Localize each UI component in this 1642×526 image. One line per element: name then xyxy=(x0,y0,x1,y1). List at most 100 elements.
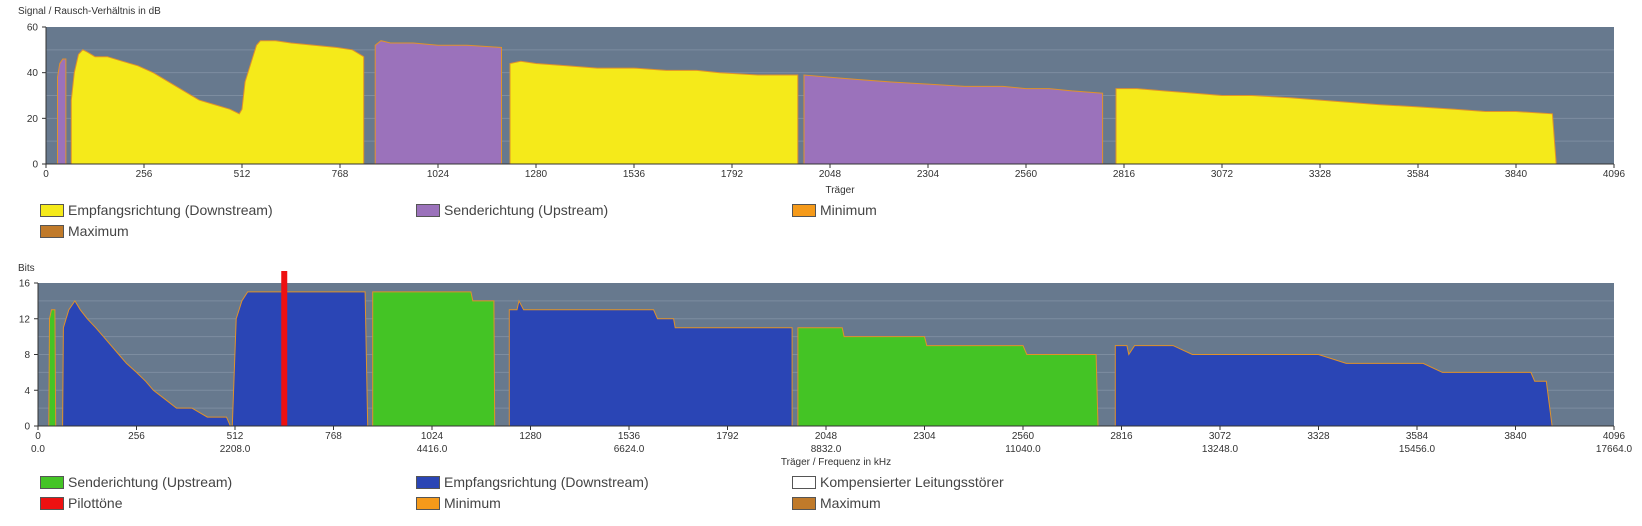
x-freq-label: 13248.0 xyxy=(1202,444,1239,455)
legend-label: Senderichtung (Upstream) xyxy=(444,202,609,218)
x-tick-label: 3584 xyxy=(1407,169,1430,180)
area-2-segment-2 xyxy=(374,40,502,165)
y-tick-label: 4 xyxy=(24,386,30,397)
legend-label: Pilottöne xyxy=(68,495,123,511)
x-tick-label: 1024 xyxy=(427,169,450,180)
legend-swatch xyxy=(40,496,64,510)
y-tick-label: 20 xyxy=(27,114,39,125)
x-freq-label: 11040.0 xyxy=(1005,444,1041,455)
legend-item[interactable]: Empfangsrichtung (Downstream) xyxy=(416,473,649,491)
x-tick-label: 0 xyxy=(43,169,49,180)
x-tick-label: 3840 xyxy=(1505,169,1528,180)
legend-swatch xyxy=(792,203,816,217)
x-freq-label: 6624.0 xyxy=(614,444,645,455)
x-tick-label: 1792 xyxy=(716,431,739,442)
legend-label: Kompensierter Leitungsstörer xyxy=(820,474,1004,490)
legend-item[interactable]: Maximum xyxy=(792,494,881,512)
x-tick-label: 2816 xyxy=(1113,169,1136,180)
legend-swatch xyxy=(416,203,440,217)
area-1-segment-3 xyxy=(1115,88,1557,165)
x-tick-label: 3328 xyxy=(1307,431,1330,442)
y-tick-label: 60 xyxy=(27,23,39,34)
y-tick-label: 0 xyxy=(32,160,38,171)
x-tick-label: 1280 xyxy=(519,431,542,442)
area-2-segment-4 xyxy=(1114,345,1553,427)
x-tick-label: 768 xyxy=(325,431,342,442)
pilot-tone-marker xyxy=(281,271,288,426)
x-freq-label: 4416.0 xyxy=(417,444,448,455)
x-tick-label: 0 xyxy=(35,431,41,442)
legend-item[interactable]: Pilottöne xyxy=(40,494,122,512)
legend-label: Senderichtung (Upstream) xyxy=(68,474,233,490)
y-axis-label: Signal / Rausch-Verhältnis in dB xyxy=(18,6,161,17)
x-tick-label: 3072 xyxy=(1209,431,1232,442)
area-1-segment-2 xyxy=(372,291,496,427)
y-axis-label: Bits xyxy=(18,263,35,274)
x-tick-label: 1792 xyxy=(721,169,744,180)
x-tick-label: 3072 xyxy=(1211,169,1234,180)
x-tick-label: 2560 xyxy=(1012,431,1035,442)
x-freq-label: 15456.0 xyxy=(1399,444,1436,455)
legend-label: Maximum xyxy=(820,495,881,511)
area-2-segment-1 xyxy=(57,58,67,165)
legend-swatch xyxy=(416,475,440,489)
x-tick-label: 3840 xyxy=(1504,431,1527,442)
y-tick-label: 0 xyxy=(24,422,30,433)
x-freq-label: 17664.0 xyxy=(1596,444,1633,455)
x-tick-label: 2304 xyxy=(917,169,940,180)
area-1-segment-1 xyxy=(70,40,365,165)
legend-item[interactable]: Maximum xyxy=(40,222,129,240)
legend-snr: Empfangsrichtung (Downstream) Senderichtu… xyxy=(40,201,1620,241)
x-tick-label: 4096 xyxy=(1603,431,1626,442)
x-tick-label: 768 xyxy=(332,169,349,180)
legend-swatch xyxy=(40,475,64,489)
x-tick-label: 2048 xyxy=(819,169,842,180)
x-tick-label: 2816 xyxy=(1110,431,1133,442)
legend-swatch xyxy=(40,203,64,217)
x-tick-label: 1024 xyxy=(421,431,444,442)
legend-bits: Senderichtung (Upstream) Empfangsrichtung… xyxy=(40,473,1620,513)
x-tick-label: 3328 xyxy=(1309,169,1332,180)
x-tick-label: 1280 xyxy=(525,169,548,180)
legend-item[interactable]: Empfangsrichtung (Downstream) xyxy=(40,201,273,219)
legend-swatch xyxy=(40,224,64,238)
x-tick-label: 2304 xyxy=(913,431,936,442)
legend-item[interactable]: Senderichtung (Upstream) xyxy=(416,201,608,219)
x-tick-label: 4096 xyxy=(1603,169,1626,180)
x-tick-label: 1536 xyxy=(618,431,641,442)
legend-item[interactable]: Kompensierter Leitungsstörer xyxy=(792,473,1004,491)
x-tick-label: 2048 xyxy=(815,431,838,442)
x-tick-label: 512 xyxy=(227,431,244,442)
area-1-segment-2 xyxy=(509,60,799,165)
legend-swatch xyxy=(416,496,440,510)
chart-1: 0 20 40 60 0 256 512 768 1024 1280 1536 1792 2048 230… xyxy=(18,6,1626,196)
legend-label: Minimum xyxy=(820,202,877,218)
y-tick-label: 8 xyxy=(24,350,30,361)
x-freq-label: 2208.0 xyxy=(220,444,251,455)
legend-swatch xyxy=(792,475,816,489)
y-tick-label: 40 xyxy=(27,68,39,79)
x-freq-label: 0.0 xyxy=(31,444,45,455)
x-freq-label: 8832.0 xyxy=(811,444,842,455)
x-axis-label: Träger xyxy=(825,185,855,196)
legend-label: Maximum xyxy=(68,223,129,239)
x-tick-label: 1536 xyxy=(623,169,646,180)
legend-item[interactable]: Senderichtung (Upstream) xyxy=(40,473,232,491)
y-tick-label: 12 xyxy=(19,314,31,325)
area-1-segment-3 xyxy=(797,327,1099,427)
legend-item[interactable]: Minimum xyxy=(416,494,501,512)
legend-label: Empfangsrichtung (Downstream) xyxy=(444,474,649,490)
area-2-segment-3 xyxy=(508,299,793,427)
area-2-segment-2 xyxy=(231,291,369,427)
area-2-segment-3 xyxy=(803,74,1104,165)
legend-swatch xyxy=(792,496,816,510)
legend-item[interactable]: Minimum xyxy=(792,201,877,219)
area-2-segment-1 xyxy=(62,299,232,427)
y-tick-label: 16 xyxy=(19,279,31,290)
area-1-segment-1 xyxy=(48,309,57,427)
x-tick-label: 2560 xyxy=(1015,169,1038,180)
legend-label: Empfangsrichtung (Downstream) xyxy=(68,202,273,218)
x-tick-label: 256 xyxy=(128,431,145,442)
